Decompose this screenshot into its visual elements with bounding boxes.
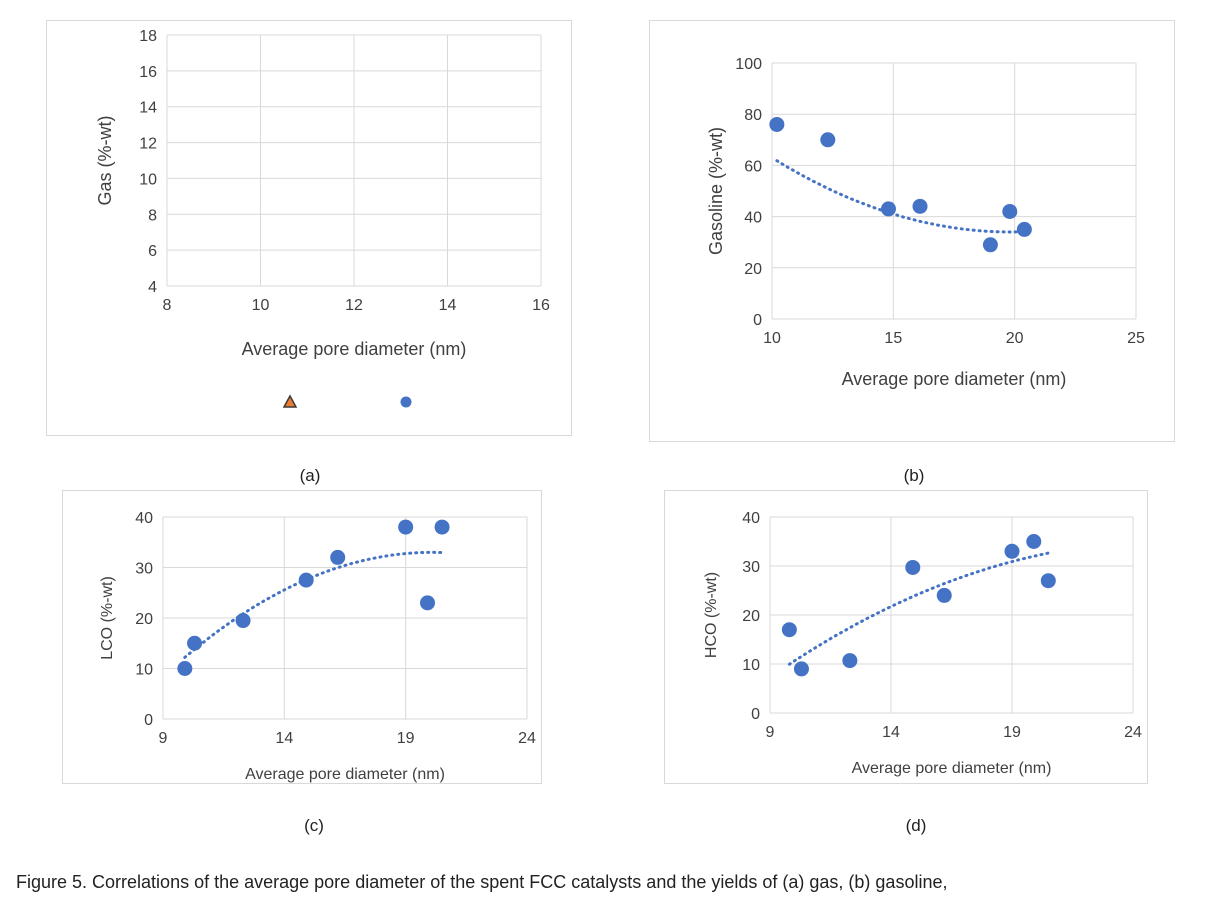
data-point (769, 116, 785, 132)
x-tick-label: 24 (1124, 724, 1142, 741)
y-tick-label: 8 (148, 207, 157, 224)
y-tick-label: 10 (135, 662, 153, 679)
data-point (793, 661, 809, 677)
data-point (398, 519, 414, 535)
y-tick-label: 12 (139, 136, 157, 153)
x-tick-label: 19 (1003, 724, 1021, 741)
chart-panel-c: 9 14 19 24 0 10 20 30 40 Average pore diameter (n… (62, 490, 542, 784)
x-tick-label: 25 (1127, 330, 1145, 347)
x-tick-label: 9 (159, 730, 168, 747)
panel-label-c: (c) (304, 816, 324, 835)
trendline (775, 159, 1026, 234)
legend-marker-triangle (282, 394, 298, 408)
x-tick-label: 10 (252, 297, 270, 314)
data-point (1002, 203, 1018, 219)
y-tick-label: 20 (135, 611, 153, 628)
x-tick-label: 16 (532, 297, 550, 314)
x-axis-label: Average pore diameter (nm) (245, 766, 445, 783)
data-point (936, 587, 952, 603)
legend-marker-circle (400, 396, 412, 408)
panel-label-a: (a) (299, 466, 321, 485)
x-tick-label: 14 (275, 730, 293, 747)
y-tick-label: 60 (744, 158, 762, 175)
data-point (880, 201, 896, 217)
y-axis-label: Gasoline (%-wt) (706, 127, 726, 255)
data-point (177, 661, 193, 676)
y-tick-label: 10 (742, 657, 760, 674)
y-tick-label: 20 (744, 261, 762, 278)
y-axis-label: LCO (%-wt) (99, 576, 116, 660)
chart-c: 9 14 19 24 0 10 20 30 40 Average pore diameter (n… (99, 510, 536, 783)
data-point (1016, 221, 1032, 237)
data-point (330, 549, 346, 565)
data-point (842, 653, 858, 669)
chart-a: 8 10 12 14 16 4 6 8 10 12 14 16 18 Average pore diame… (95, 28, 550, 408)
x-tick-label: 24 (518, 730, 536, 747)
y-axis-label: HCO (%-wt) (703, 572, 720, 658)
data-point (1026, 534, 1042, 549)
chart-panel-b: 10 15 20 25 0 20 40 60 80 100 Average pore diamete… (649, 20, 1175, 442)
y-tick-label: 40 (744, 210, 762, 227)
chart-b: 10 15 20 25 0 20 40 60 80 100 Average pore diamete… (706, 56, 1145, 389)
data-point (187, 635, 203, 651)
x-axis-label: Average pore diameter (nm) (852, 760, 1052, 777)
y-tick-label: 80 (744, 107, 762, 124)
data-point (1040, 573, 1056, 589)
x-tick-label: 9 (766, 724, 775, 741)
x-tick-label: 19 (397, 730, 415, 747)
x-tick-label: 8 (163, 297, 172, 314)
panel-label-b: (b) (903, 466, 925, 485)
x-axis-label: Average pore diameter (nm) (242, 339, 467, 359)
y-axis-label: Gas (%-wt) (95, 116, 115, 206)
data-point (434, 519, 450, 535)
data-point (820, 132, 836, 148)
x-tick-label: 12 (345, 297, 363, 314)
y-tick-label: 0 (751, 706, 760, 723)
data-point (420, 595, 436, 611)
x-tick-label: 14 (882, 724, 900, 741)
y-tick-label: 30 (742, 559, 760, 576)
y-tick-label: 100 (735, 56, 762, 73)
data-point (298, 572, 314, 588)
chart-panel-d: 9 14 19 24 0 10 20 30 40 Average pore diameter (n… (664, 490, 1148, 784)
y-tick-label: 6 (148, 243, 157, 260)
chart-panel-a: 8 10 12 14 16 4 6 8 10 12 14 16 18 Average pore diame… (46, 20, 572, 436)
data-point (905, 559, 921, 575)
y-tick-label: 30 (135, 561, 153, 578)
y-tick-label: 4 (148, 279, 157, 296)
data-point (1004, 543, 1020, 559)
y-tick-label: 0 (753, 312, 762, 329)
y-tick-label: 40 (135, 510, 153, 527)
x-axis-label: Average pore diameter (nm) (842, 369, 1067, 389)
x-tick-label: 14 (439, 297, 457, 314)
trendline (183, 550, 444, 659)
data-point (912, 198, 928, 214)
figure-caption: Figure 5. Correlations of the average po… (16, 872, 948, 892)
y-tick-label: 10 (139, 171, 157, 188)
x-tick-label: 10 (763, 330, 781, 347)
data-point (235, 613, 251, 629)
y-tick-label: 40 (742, 510, 760, 527)
y-tick-label: 0 (144, 712, 153, 729)
y-tick-label: 20 (742, 608, 760, 625)
x-tick-label: 20 (1006, 330, 1024, 347)
y-tick-label: 18 (139, 28, 157, 45)
y-tick-label: 14 (139, 100, 157, 117)
x-tick-label: 15 (884, 330, 902, 347)
panel-label-d: (d) (905, 816, 927, 835)
data-point (781, 622, 797, 638)
y-tick-label: 16 (139, 64, 157, 81)
chart-d: 9 14 19 24 0 10 20 30 40 Average pore diameter (n… (703, 510, 1142, 777)
data-point (982, 237, 998, 253)
trendline (787, 551, 1050, 666)
